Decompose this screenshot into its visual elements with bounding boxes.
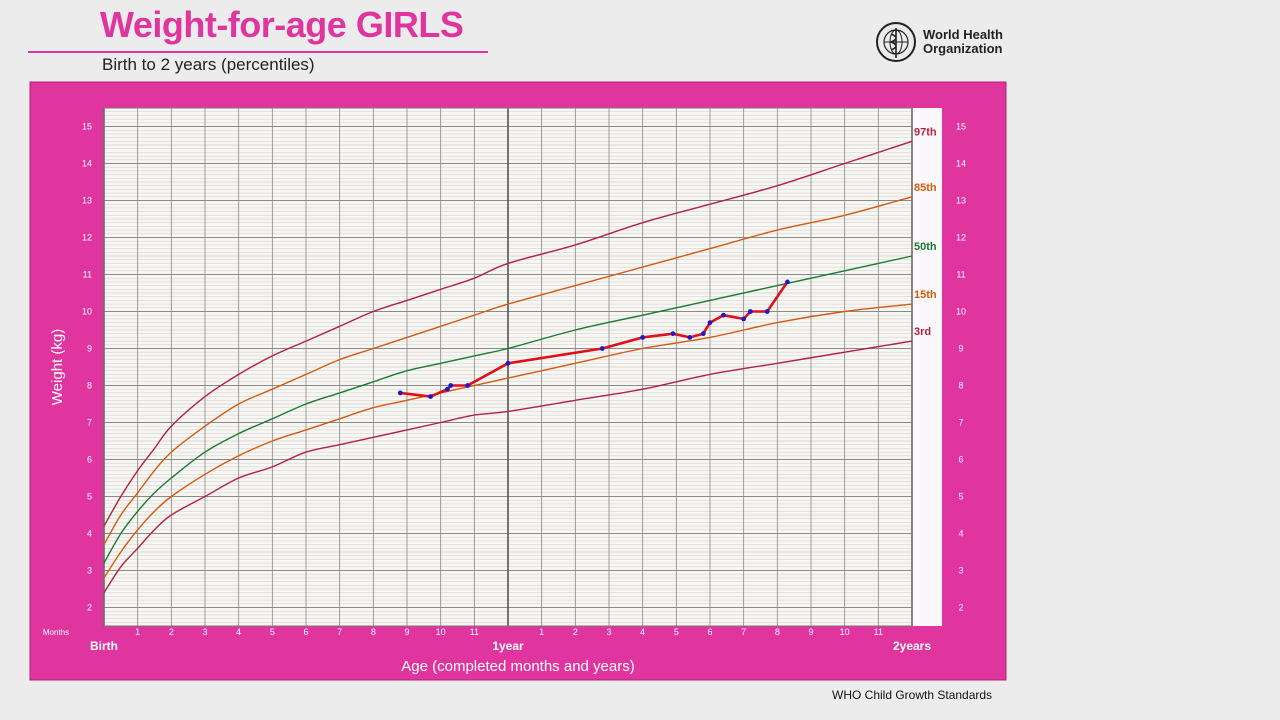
x-tick-label: 11 <box>874 627 883 637</box>
percentile-label-15th: 15th <box>914 289 937 301</box>
footer-source: WHO Child Growth Standards <box>832 688 993 702</box>
y-tick-label-left: 2 <box>87 603 92 613</box>
y-tick-label-right: 3 <box>958 566 963 576</box>
x-tick-label: 9 <box>404 627 409 637</box>
y-tick-label-right: 10 <box>956 307 966 317</box>
child-weight-point <box>640 335 646 340</box>
y-tick-label-left: 3 <box>87 566 92 576</box>
x-axis-label: Age (completed months and years) <box>401 658 634 675</box>
y-tick-label-left: 5 <box>87 492 92 502</box>
title-underline <box>28 51 488 53</box>
x-tick-label: 8 <box>371 627 376 637</box>
child-weight-point <box>445 386 450 392</box>
y-tick-label-right: 12 <box>956 233 966 243</box>
y-tick-label-left: 6 <box>87 455 92 465</box>
child-weight-point <box>599 346 605 351</box>
percentile-curve-97th <box>103 140 913 527</box>
percentile-curve-3rd <box>103 340 913 594</box>
label-column-gap <box>942 108 954 626</box>
y-tick-label-left: 8 <box>87 381 92 391</box>
x-tick-label: 6 <box>707 627 712 637</box>
x-tick-label: 7 <box>337 627 342 637</box>
x-tick-label: 10 <box>840 627 850 637</box>
percentile-label-97th: 97th <box>914 126 937 138</box>
plot-border <box>103 107 913 627</box>
label-column-right <box>912 108 942 626</box>
organization-name: World Health Organization <box>923 27 1003 56</box>
child-weight-point <box>748 309 753 314</box>
x-major-label: 1year <box>492 639 524 653</box>
y-tick-label-right: 15 <box>956 122 966 132</box>
child-weight-point <box>764 309 770 314</box>
y-tick-label-right: 14 <box>956 159 966 169</box>
y-tick-label-right: 6 <box>958 455 963 465</box>
child-weight-point <box>505 360 511 366</box>
y-tick-label-left: 9 <box>87 344 92 354</box>
child-weight-point <box>465 383 470 388</box>
y-tick-label-right: 5 <box>958 492 963 502</box>
y-tick-label-right: 8 <box>958 381 963 391</box>
x-tick-label: 1 <box>135 627 140 637</box>
child-weight-point <box>721 312 726 318</box>
x-tick-label: 4 <box>640 627 645 637</box>
y-tick-label-right: 7 <box>958 418 963 428</box>
y-tick-label-right: 2 <box>958 603 963 613</box>
child-weight-point <box>707 320 713 325</box>
y-tick-label-left: 14 <box>82 159 92 169</box>
percentile-label-3rd: 3rd <box>914 326 931 338</box>
child-weight-point <box>741 316 747 322</box>
child-weight-point <box>397 390 403 396</box>
x-tick-label: 6 <box>303 627 308 637</box>
x-tick-label: 2 <box>169 627 174 637</box>
x-tick-label: 4 <box>236 627 241 637</box>
who-logo-icon <box>876 22 916 62</box>
child-weight-point <box>448 383 454 388</box>
percentile-label-85th: 85th <box>914 182 937 194</box>
x-unit-label: Months <box>43 628 69 637</box>
y-tick-label-left: 13 <box>82 196 92 206</box>
chart-title: Weight-for-age GIRLS <box>100 4 464 45</box>
child-weight-point <box>785 279 790 285</box>
x-tick-label: 2 <box>573 627 578 637</box>
x-tick-label: 11 <box>470 627 479 637</box>
child-weight-point <box>670 331 676 337</box>
chart-subtitle: Birth to 2 years (percentiles) <box>102 55 315 74</box>
y-tick-label-left: 10 <box>82 307 92 317</box>
y-tick-label-right: 11 <box>956 270 965 280</box>
y-tick-label-right: 4 <box>958 529 963 539</box>
percentile-curve-50th <box>103 255 913 564</box>
x-tick-label: 5 <box>270 627 275 637</box>
y-tick-label-left: 12 <box>82 233 92 243</box>
x-tick-label: 10 <box>436 627 446 637</box>
x-tick-label: 1 <box>539 627 544 637</box>
y-tick-label-left: 15 <box>82 122 92 132</box>
child-weight-point <box>428 394 433 399</box>
child-weight-point <box>700 331 706 337</box>
y-tick-label-left: 4 <box>87 529 92 539</box>
percentile-label-50th: 50th <box>914 241 937 253</box>
x-tick-label: 8 <box>775 627 780 637</box>
x-tick-label: 7 <box>741 627 746 637</box>
percentile-curve-85th <box>103 196 913 545</box>
x-major-label: Birth <box>90 639 118 653</box>
percentile-curve-15th <box>103 303 913 579</box>
y-tick-label-right: 13 <box>956 196 966 206</box>
y-tick-label-left: 7 <box>87 418 92 428</box>
x-tick-label: 3 <box>606 627 611 637</box>
y-tick-label-left: 11 <box>83 270 92 280</box>
x-major-label: 2years <box>893 639 931 653</box>
y-tick-label-right: 9 <box>958 344 963 354</box>
y-axis-label: Weight (kg) <box>49 329 66 405</box>
x-tick-label: 5 <box>674 627 679 637</box>
child-weight-point <box>687 335 693 340</box>
x-tick-label: 3 <box>202 627 207 637</box>
x-tick-label: 9 <box>808 627 813 637</box>
